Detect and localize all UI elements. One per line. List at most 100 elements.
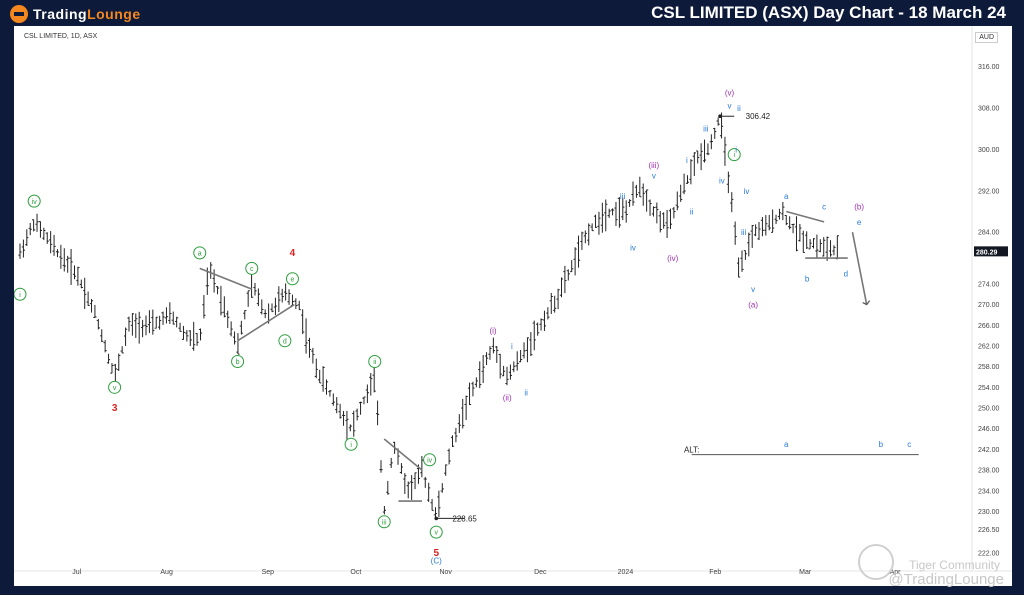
y-tick-label: 250.00: [978, 406, 1000, 413]
y-tick-label: 254.00: [978, 385, 1000, 392]
y-tick-label: 292.00: [978, 188, 1000, 195]
wave-label: b: [879, 440, 884, 449]
logo-icon: [10, 5, 28, 23]
tiger-community-icon: [858, 544, 894, 580]
wave-label: i: [19, 292, 21, 299]
wave-label: e: [290, 276, 294, 283]
tiger-community-watermark: Tiger Community: [909, 558, 1000, 572]
x-tick-label: Aug: [160, 569, 173, 576]
x-tick-label: Mar: [799, 569, 812, 576]
wave-trendline: [383, 438, 423, 471]
y-tick-label: 242.00: [978, 447, 1000, 454]
wave-label-circle: [27, 194, 41, 208]
chart-panel[interactable]: CSL LIMITED, 1D, ASX AUD 316.00 308.00 300…: [14, 26, 1012, 588]
wave-label-circle: [108, 380, 122, 394]
x-tick-label: Jul: [72, 569, 81, 576]
price-marker-dot: [718, 114, 722, 119]
wave-label: i: [511, 342, 513, 351]
wave-label: c: [907, 440, 911, 449]
wave-label-circle: [193, 246, 207, 260]
wave-label-circle: [14, 287, 27, 301]
y-tick-label: 274.00: [978, 281, 1000, 288]
wave-label: v: [728, 101, 732, 110]
wave-label: i: [733, 152, 735, 159]
wave-label: a: [198, 250, 202, 257]
tradinglounge-logo: TradingLounge: [10, 4, 141, 24]
wave-label: (b): [854, 202, 864, 211]
x-tick-label: Dec: [534, 569, 547, 576]
wave-label: iv: [32, 199, 38, 206]
y-tick-label: 234.00: [978, 488, 1000, 495]
wave-label: ii: [373, 359, 377, 366]
logo-text: TradingLounge: [33, 6, 141, 22]
wave-label: a: [784, 440, 789, 449]
wave-label: v: [652, 171, 656, 180]
price-chart[interactable]: 316.00 308.00 300.00 292.00 284.00 274.00 270.…: [14, 26, 1012, 586]
wave-label: iii: [741, 228, 747, 237]
wave-label: 3: [112, 403, 118, 414]
x-tick-label: 2024: [618, 569, 634, 576]
wave-label: iii: [382, 519, 387, 526]
wave-label: ii: [524, 389, 528, 398]
wave-label: a: [784, 192, 789, 201]
wave-label-circle: [245, 261, 259, 275]
y-tick-label: 262.00: [978, 343, 1000, 350]
currency-button[interactable]: AUD: [975, 32, 998, 43]
wave-label: (ii): [503, 394, 512, 403]
wave-trendline: [851, 232, 868, 305]
wave-label: ii: [690, 207, 694, 216]
wave-label-circle: [377, 515, 391, 529]
y-tick-label: 308.00: [978, 106, 1000, 113]
wave-label-circle: [727, 148, 741, 162]
x-tick-label: Oct: [350, 569, 361, 576]
y-tick-label: 284.00: [978, 230, 1000, 237]
wave-label: 228.65: [452, 514, 477, 523]
wave-label: d: [283, 338, 287, 345]
y-tick-label: 316.00: [978, 64, 1000, 71]
wave-label-circle: [368, 354, 382, 368]
y-tick-label: 230.00: [978, 509, 1000, 516]
wave-label: b: [236, 359, 240, 366]
wave-label: v: [751, 285, 755, 294]
wave-label: (iv): [667, 254, 678, 263]
wave-label: ii: [737, 104, 741, 113]
wave-label: iv: [630, 244, 636, 253]
last-price-label: 280.29: [976, 249, 998, 256]
y-tick-label: 226.50: [978, 527, 1000, 534]
wave-label: d: [844, 270, 848, 279]
last-price-badge: [974, 246, 1008, 257]
wave-label: c: [250, 266, 254, 273]
wave-label: iv: [744, 187, 750, 196]
y-tick-label: 258.00: [978, 364, 1000, 371]
wave-trendline: [237, 303, 295, 342]
y-tick-label: 270.00: [978, 302, 1000, 309]
wave-label: 4: [290, 248, 296, 259]
chart-headline: CSL LIMITED (ASX) Day Chart - 18 March 2…: [651, 3, 1006, 22]
wave-label: (C): [431, 557, 442, 566]
wave-label: iii: [703, 125, 709, 134]
x-tick-label: Apr: [890, 569, 902, 576]
wave-label: i: [350, 442, 352, 449]
wave-label: iv: [719, 176, 725, 185]
wave-label-circle: [344, 437, 358, 451]
wave-label: i: [735, 145, 737, 154]
y-tick-label: 266.00: [978, 323, 1000, 330]
wave-label-circle: [278, 334, 292, 348]
wave-label: 306.42: [746, 112, 771, 121]
x-tick-label: Feb: [709, 569, 721, 576]
wave-label: iii: [620, 192, 626, 201]
wave-label: (a): [748, 301, 758, 310]
projection-arrow-head: [862, 300, 871, 306]
wave-label-circle: [423, 453, 437, 467]
wave-label: v: [434, 530, 438, 537]
x-tick-label: Nov: [439, 569, 452, 576]
wave-label: i: [686, 156, 688, 165]
wave-label: b: [805, 275, 810, 284]
wave-label: e: [857, 218, 862, 227]
y-tick-label: 222.00: [978, 550, 1000, 557]
wave-label: (iii): [648, 161, 659, 170]
wave-label-circle: [231, 354, 245, 368]
symbol-line: CSL LIMITED, 1D, ASX: [24, 33, 98, 40]
y-tick-label: 238.00: [978, 468, 1000, 475]
wave-trendline: [786, 210, 825, 223]
